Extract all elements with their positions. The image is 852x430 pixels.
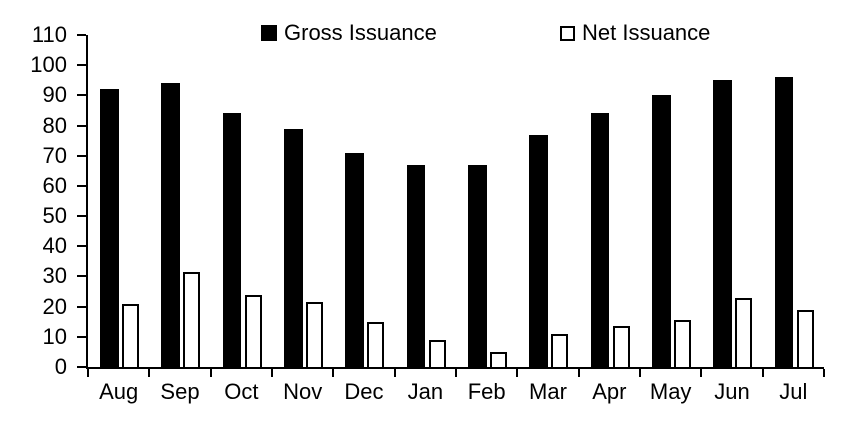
y-axis-tick [77,335,86,338]
x-axis-label-feb: Feb [467,379,506,404]
x-axis-tick [516,369,518,377]
gross-bar-jan [406,164,426,367]
x-axis-label-jun: Jun [714,379,750,404]
gross-bar-aug [100,89,119,367]
gross-bar-jun [713,80,732,367]
y-axis-label: 100 [30,52,67,78]
x-axis-tick [148,369,150,377]
x-axis-tick [455,369,457,377]
y-axis-tick [77,124,86,127]
y-axis-tick [77,305,86,308]
y-axis-label: 0 [54,354,67,379]
net-bar-feb [490,351,507,367]
gross-bar-mar [529,134,548,367]
net-bar-jun [735,297,753,367]
y-axis-label: 50 [42,203,67,229]
y-axis-label: 80 [42,112,67,138]
net-bar-jul [796,309,814,367]
gross-bar-sep [161,83,180,367]
net-bar-nov [306,302,323,367]
y-axis-tick [77,215,86,218]
y-axis-tick [77,34,86,36]
x-axis-label-jan: Jan [407,379,444,404]
x-axis-label-may: May [649,379,692,404]
legend-label-net: Net Issuance [582,20,711,45]
x-axis-tick [700,369,702,377]
x-axis-tick [271,369,273,377]
y-axis-tick [77,154,86,157]
legend-label-gross: Gross Issuance [284,20,437,45]
x-axis-label-aug: Aug [99,379,139,404]
y-axis-tick [77,245,86,248]
y-axis-label: 20 [42,293,67,319]
gross-bar-may [652,95,671,367]
y-axis-label: 30 [42,263,67,289]
legend-item-net: Net Issuance [560,20,711,45]
gross-bar-apr [590,113,610,367]
gross-bar-oct [222,113,242,367]
net-bar-may [674,320,691,367]
x-axis-label-sep: Sep [160,379,200,404]
x-axis-tick [639,369,641,377]
x-axis-label-oct: Oct [224,379,259,404]
gross-bar-jul [774,77,794,367]
x-axis-tick [578,369,580,377]
net-bar-apr [612,326,630,367]
net-bar-sep [183,271,201,367]
y-axis-label: 40 [42,233,67,259]
gross-issuance-swatch-icon [261,25,277,41]
net-bar-mar [551,333,569,367]
legend-item-gross: Gross Issuance [261,20,437,45]
y-axis-label: 110 [31,22,67,47]
y-axis-label: 10 [42,323,67,349]
y-axis-label: 70 [42,142,67,168]
plot-area: 0 10 20 30 40 50 60 70 80 90 100 110 Aug Sep Oct Nov Dec… [30,24,825,403]
x-axis-label-apr: Apr [592,379,627,404]
y-axis-tick [77,94,86,97]
x-axis-label-nov: Nov [283,379,323,404]
y-axis-tick [77,64,86,67]
gross-bar-dec [345,152,364,367]
net-bar-oct [244,294,262,367]
x-axis-tick [823,369,825,377]
x-axis-tick [87,369,89,377]
y-axis-tick [77,184,86,187]
x-axis-tick [332,369,334,377]
y-axis-tick [77,275,86,278]
x-axis-label-dec: Dec [344,379,384,404]
x-axis-tick [210,369,212,377]
y-axis-tick [77,366,86,368]
y-axis-label: 60 [42,172,67,198]
x-axis-tick [394,369,396,377]
x-axis-label-jul: Jul [779,379,808,404]
net-bar-jan [428,339,446,367]
y-axis-label: 90 [42,82,67,108]
net-issuance-swatch-icon [560,25,575,41]
net-bar-aug [122,303,139,367]
net-bar-dec [367,321,385,367]
gross-bar-feb [468,164,487,367]
x-axis-label-mar: Mar [529,379,567,404]
x-axis-tick [762,369,764,377]
gross-bar-nov [284,128,303,367]
